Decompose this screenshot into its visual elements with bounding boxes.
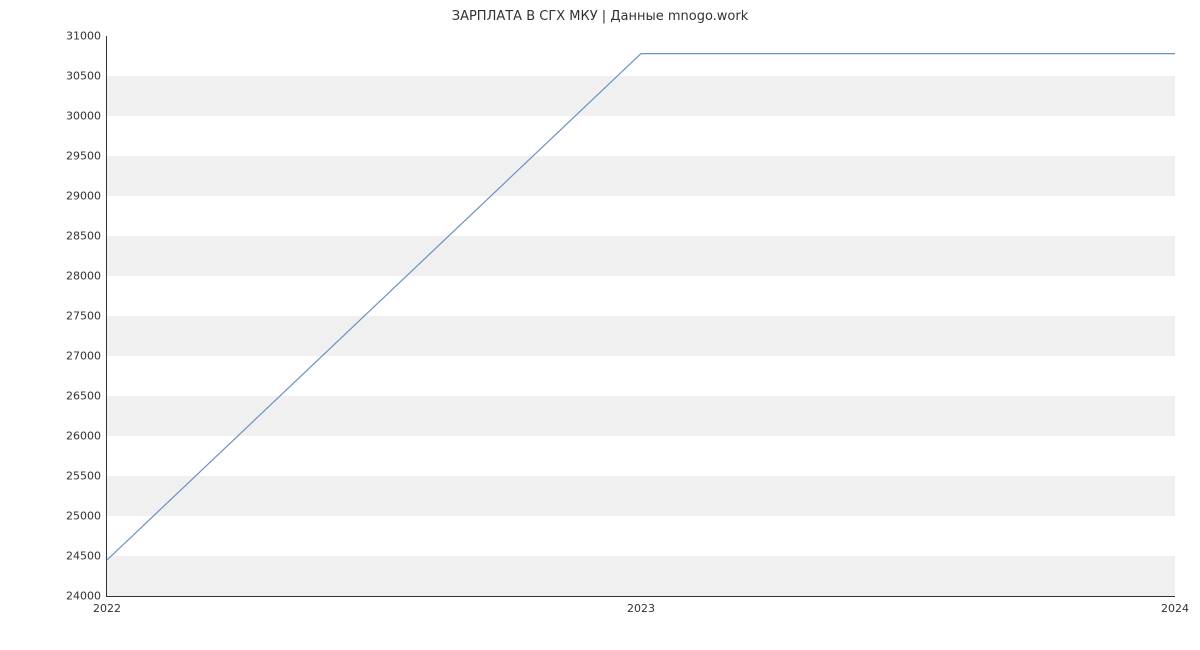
y-tick-label: 29500 (66, 150, 107, 163)
y-tick-label: 30500 (66, 70, 107, 83)
plot-area: 2400024500250002550026000265002700027500… (106, 36, 1175, 597)
y-tick-label: 27000 (66, 350, 107, 363)
chart-title: ЗАРПЛАТА В СГХ МКУ | Данные mnogo.work (0, 9, 1200, 24)
y-tick-label: 25500 (66, 470, 107, 483)
x-tick-label: 2022 (93, 596, 121, 615)
y-tick-label: 25000 (66, 510, 107, 523)
y-tick-label: 28500 (66, 230, 107, 243)
x-tick-label: 2023 (627, 596, 655, 615)
y-tick-label: 26000 (66, 430, 107, 443)
y-tick-label: 27500 (66, 310, 107, 323)
y-tick-label: 29000 (66, 190, 107, 203)
salary-chart: ЗАРПЛАТА В СГХ МКУ | Данные mnogo.work 2… (0, 0, 1200, 650)
salary-line (107, 54, 1175, 560)
x-tick-label: 2024 (1161, 596, 1189, 615)
y-tick-label: 31000 (66, 30, 107, 43)
y-tick-label: 28000 (66, 270, 107, 283)
y-tick-label: 30000 (66, 110, 107, 123)
y-tick-label: 24500 (66, 550, 107, 563)
line-series (107, 36, 1175, 596)
y-tick-label: 26500 (66, 390, 107, 403)
